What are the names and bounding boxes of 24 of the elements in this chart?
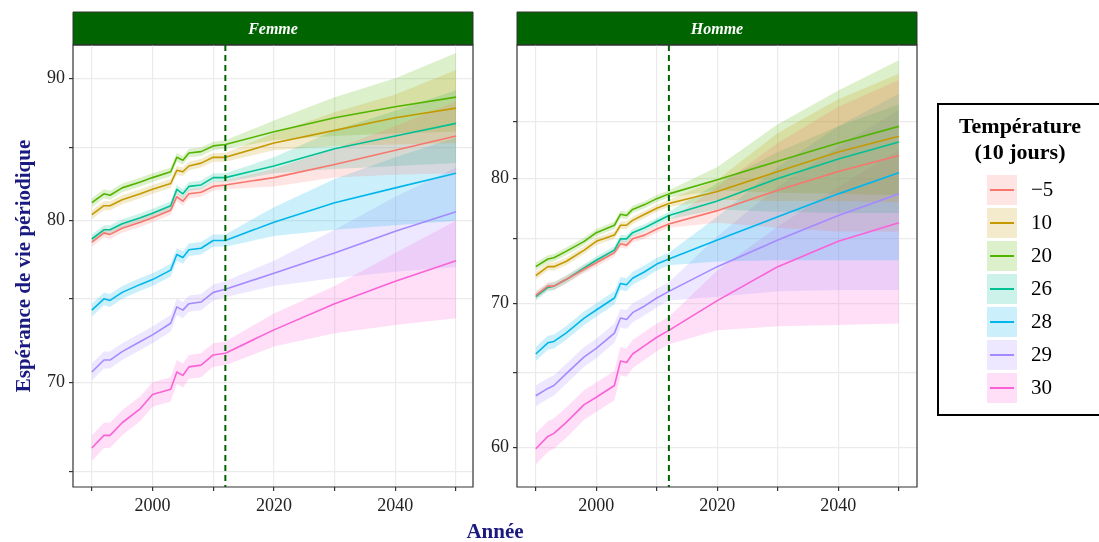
legend-label: 30 bbox=[1031, 375, 1052, 400]
legend-title: Température (10 jours) bbox=[957, 113, 1083, 165]
x-tick-label: 2020 bbox=[699, 494, 736, 515]
y-tick-label: 90 bbox=[47, 66, 65, 87]
y-tick-label: 70 bbox=[47, 371, 65, 392]
x-tick-label: 2000 bbox=[578, 494, 615, 515]
x-tick-label: 2000 bbox=[134, 494, 171, 515]
y-tick-label: 70 bbox=[491, 292, 509, 313]
y-tick-label: 80 bbox=[47, 209, 65, 230]
legend-label: 26 bbox=[1031, 276, 1052, 301]
y-axis-title: Espérance de vie périodique bbox=[10, 139, 36, 393]
chart-title: Homme bbox=[689, 19, 744, 37]
y-tick-label: 80 bbox=[491, 167, 509, 188]
x-tick-label: 2040 bbox=[820, 494, 857, 515]
y-tick-label: 60 bbox=[491, 435, 509, 456]
x-axis-title: Année bbox=[466, 518, 524, 542]
x-tick-label: 2020 bbox=[255, 494, 292, 515]
legend-label: 29 bbox=[1031, 342, 1052, 367]
legend-label: 20 bbox=[1031, 243, 1052, 268]
x-tick-label: 2040 bbox=[377, 494, 414, 515]
legend-label: 10 bbox=[1031, 210, 1052, 235]
chart-title: Femme bbox=[247, 19, 298, 37]
legend-label: −5 bbox=[1031, 177, 1054, 202]
legend-label: 28 bbox=[1031, 309, 1052, 334]
